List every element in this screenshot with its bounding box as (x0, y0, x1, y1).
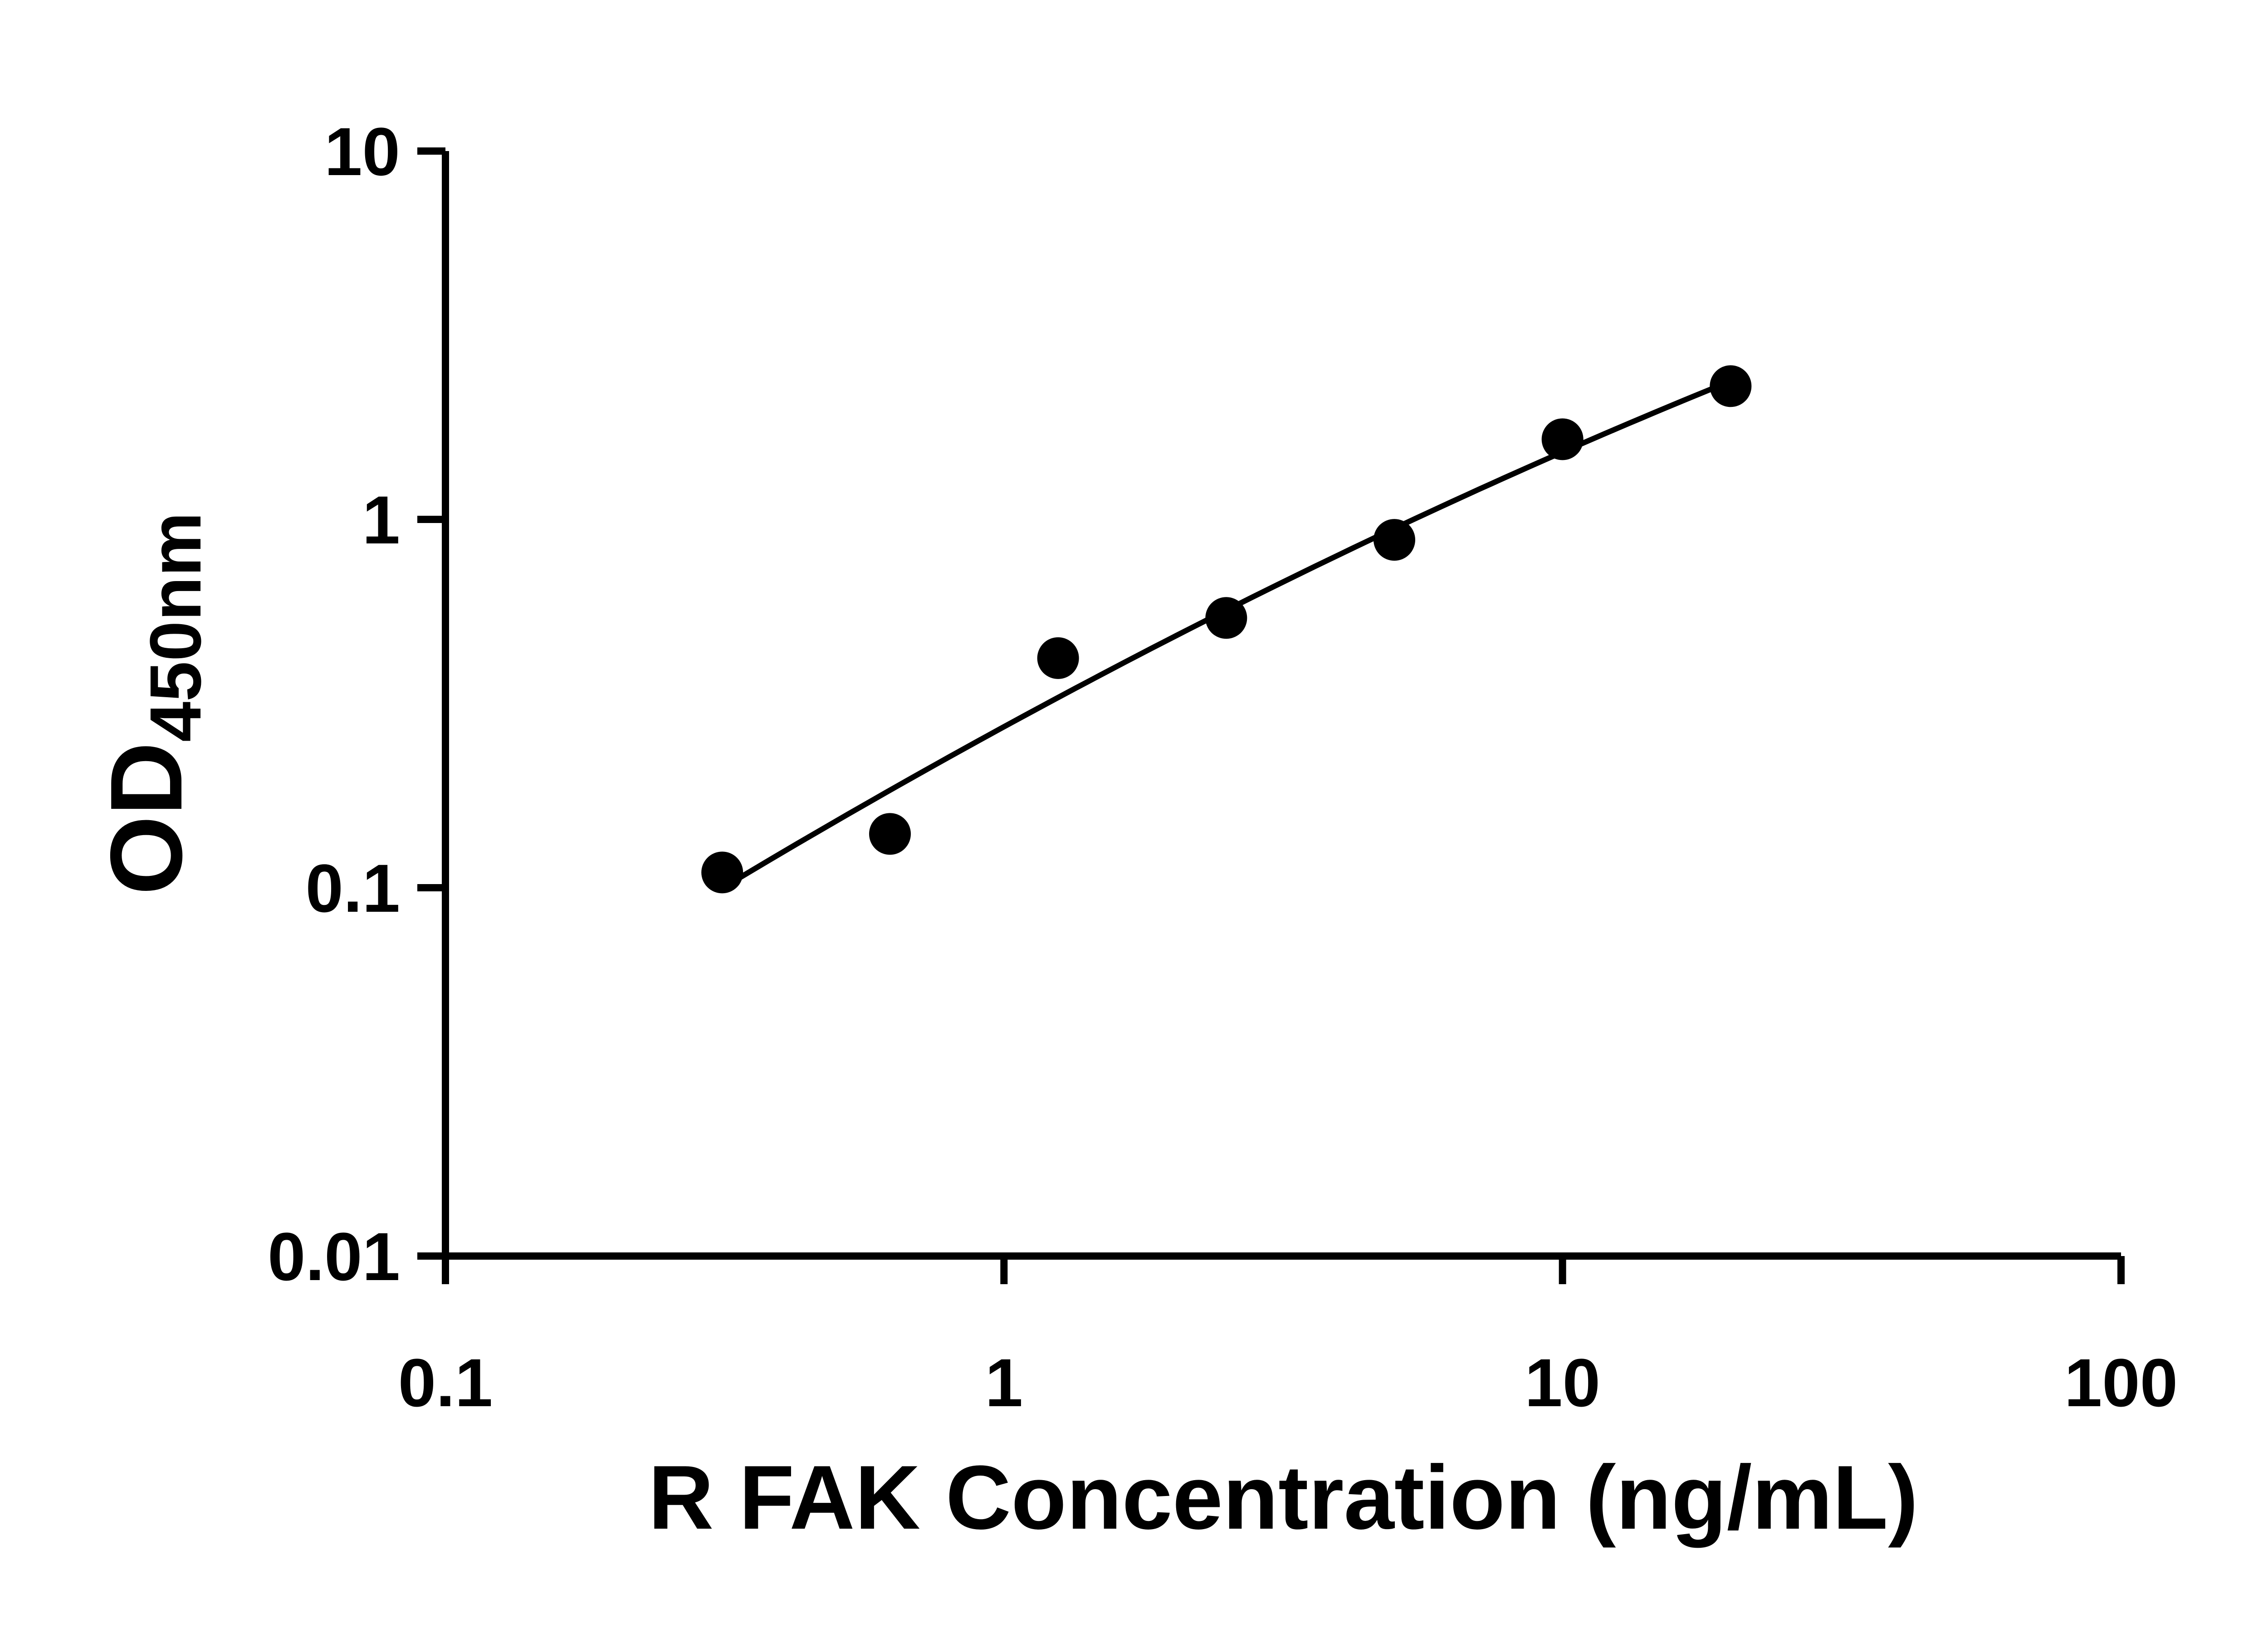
data-point-marker (1373, 519, 1415, 561)
data-point-marker (869, 813, 911, 855)
data-point-marker (1541, 418, 1584, 460)
y-axis: 0.01 0.1 1 10 (268, 113, 449, 1295)
data-points (701, 365, 1752, 894)
y-axis-title-main: OD (89, 742, 203, 895)
x-tick-label: 10 (1525, 1345, 1600, 1421)
y-tick-label: 0.1 (305, 850, 400, 926)
y-axis-title: OD450nm (89, 512, 216, 895)
data-point-marker (1037, 637, 1079, 679)
x-axis-title: R FAK Concentration (ng/mL) (648, 1447, 1918, 1548)
x-axis: 0.1 1 10 100 (398, 1252, 2178, 1421)
x-tick-label: 100 (2064, 1345, 2178, 1421)
data-point-marker (1710, 365, 1752, 407)
data-point-marker (701, 851, 743, 894)
x-tick-label: 1 (985, 1345, 1023, 1421)
y-axis-title-subscript: 450nm (135, 512, 216, 742)
data-point-marker (1205, 597, 1247, 639)
y-tick-label: 0.01 (268, 1218, 400, 1295)
y-tick-label: 10 (324, 113, 400, 190)
y-tick-label: 1 (362, 482, 400, 558)
x-tick-label: 0.1 (398, 1345, 493, 1421)
